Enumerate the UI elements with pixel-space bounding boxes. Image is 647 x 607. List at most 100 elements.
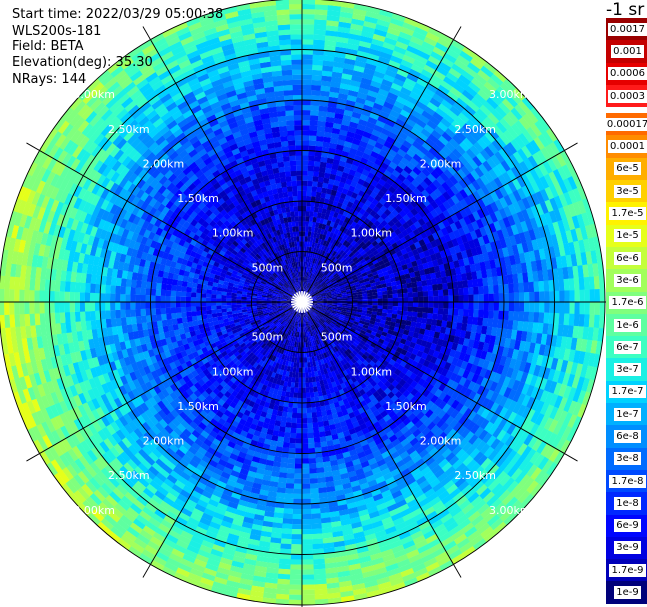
range-gate-cell (405, 174, 415, 183)
range-gate-cell (380, 186, 389, 194)
range-gate-cell (534, 302, 540, 313)
range-gate-cell (318, 202, 324, 209)
range-gate-cell (390, 144, 400, 154)
range-gate-cell (427, 290, 434, 297)
range-gate-cell (301, 407, 307, 414)
range-gate-cell (281, 528, 293, 535)
range-gate-cell (336, 186, 344, 193)
range-gate-cell (339, 237, 346, 245)
range-gate-cell (323, 172, 331, 179)
range-gate-cell (383, 201, 391, 209)
range-gate-cell (390, 127, 401, 136)
range-gate-cell (365, 10, 380, 20)
range-gate-cell (377, 166, 387, 175)
range-gate-cell (289, 392, 295, 398)
range-gate-cell (305, 221, 310, 227)
range-gate-cell (313, 281, 318, 286)
range-gate-cell (469, 130, 481, 142)
range-gate-cell (305, 211, 311, 217)
range-gate-cell (310, 94, 321, 101)
range-gate-cell (302, 44, 314, 50)
range-gate-cell (333, 252, 340, 258)
range-gate-cell (392, 189, 402, 198)
range-gate-cell (514, 135, 526, 149)
range-gate-cell (432, 284, 438, 291)
range-gate-cell (277, 578, 290, 585)
range-gate-cell (316, 186, 323, 193)
range-gate-cell (338, 16, 353, 24)
range-gate-cell (421, 40, 436, 52)
range-gate-cell (425, 83, 438, 94)
range-gate-cell (407, 306, 414, 312)
range-gate-cell (314, 442, 322, 449)
range-gate-cell (289, 584, 302, 591)
range-gate-cell (343, 140, 353, 148)
range-gate-cell (293, 498, 302, 505)
range-gate-cell (476, 138, 488, 150)
range-gate-cell (487, 77, 501, 90)
range-gate-cell (302, 130, 310, 136)
range-gate-cell (410, 207, 419, 217)
range-gate-cell (518, 302, 525, 312)
range-gate-cell (454, 158, 465, 170)
range-gate-cell (423, 64, 437, 75)
range-gate-cell (470, 57, 484, 70)
range-gate-cell (476, 152, 487, 164)
range-gate-cell (395, 213, 403, 221)
range-gate-cell (337, 165, 345, 172)
range-gate-cell (357, 45, 371, 54)
range-gate-cell (405, 135, 416, 145)
range-gate-cell (389, 193, 398, 202)
range-gate-cell (308, 145, 316, 152)
range-gate-cell (305, 216, 310, 222)
range-gate-cell (315, 259, 320, 265)
range-gate-cell (321, 274, 327, 280)
range-gate-cell (303, 266, 306, 272)
range-gate-cell (523, 292, 530, 303)
range-gate-cell (343, 63, 355, 71)
range-gate-cell (312, 427, 320, 433)
range-gate-cell (388, 22, 403, 32)
range-gate-cell (325, 246, 331, 253)
range-gate-cell (381, 193, 390, 202)
range-gate-cell (309, 473, 318, 479)
range-gate-cell (313, 288, 319, 293)
range-gate-cell (311, 523, 322, 530)
range-gate-cell (435, 152, 446, 163)
range-gate-cell (302, 69, 313, 75)
range-gate-cell (472, 112, 485, 124)
range-gate-cell (530, 107, 543, 121)
range-gate-cell (332, 61, 345, 69)
range-gate-cell (301, 554, 314, 560)
range-gate-cell (310, 231, 315, 238)
range-gate-cell (278, 563, 291, 570)
range-gate-cell (310, 196, 316, 202)
range-gate-cell (308, 290, 313, 295)
range-gate-cell (443, 295, 449, 303)
range-gate-cell (309, 468, 317, 474)
range-gate-cell (324, 278, 330, 283)
range-gate-cell (340, 251, 347, 258)
range-gate-cell (437, 307, 444, 315)
range-gate-cell (295, 372, 299, 378)
range-gate-cell (493, 293, 500, 303)
range-gate-cell (442, 282, 449, 290)
range-gate-cell (339, 11, 354, 19)
range-gate-cell (302, 210, 307, 217)
range-gate-cell (490, 73, 504, 87)
range-gate-cell (418, 201, 427, 210)
range-gate-cell (305, 382, 310, 388)
range-gate-cell (425, 151, 436, 161)
range-gate-cell (326, 188, 333, 195)
range-gate-cell (432, 290, 439, 297)
range-gate-cell (287, 457, 296, 464)
range-gate-cell (366, 6, 381, 15)
range-gate-cell (320, 192, 327, 199)
range-gate-cell (338, 219, 345, 226)
range-gate-cell (302, 84, 312, 91)
range-gate-cell (391, 209, 399, 217)
range-gate-cell (294, 468, 302, 474)
range-gate-cell (342, 68, 354, 76)
range-gate-cell (371, 75, 384, 84)
range-gate-cell (471, 77, 485, 90)
